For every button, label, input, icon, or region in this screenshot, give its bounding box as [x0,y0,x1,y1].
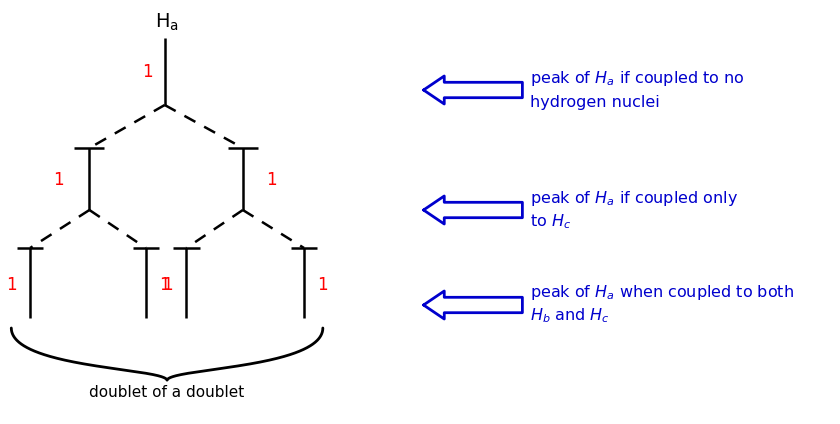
Text: 1: 1 [265,171,276,189]
Text: hydrogen nuclei: hydrogen nuclei [530,95,659,109]
Text: peak of $H_a$ when coupled to both: peak of $H_a$ when coupled to both [530,282,794,301]
Text: 1: 1 [6,276,17,294]
Polygon shape [423,196,522,224]
Text: to $H_c$: to $H_c$ [530,213,571,232]
Text: $\mathregular{H_a}$: $\mathregular{H_a}$ [155,12,179,33]
Text: 1: 1 [160,276,170,294]
Text: 1: 1 [53,171,64,189]
Text: 1: 1 [162,276,173,294]
Polygon shape [423,76,522,104]
Text: 1: 1 [143,63,153,81]
Text: peak of $H_a$ if coupled to no: peak of $H_a$ if coupled to no [530,69,745,87]
Polygon shape [423,291,522,319]
Text: $H_b$ and $H_c$: $H_b$ and $H_c$ [530,307,610,325]
Text: peak of $H_a$ if coupled only: peak of $H_a$ if coupled only [530,189,738,207]
Text: 1: 1 [318,276,328,294]
Text: doublet of a doublet: doublet of a doublet [89,385,244,400]
